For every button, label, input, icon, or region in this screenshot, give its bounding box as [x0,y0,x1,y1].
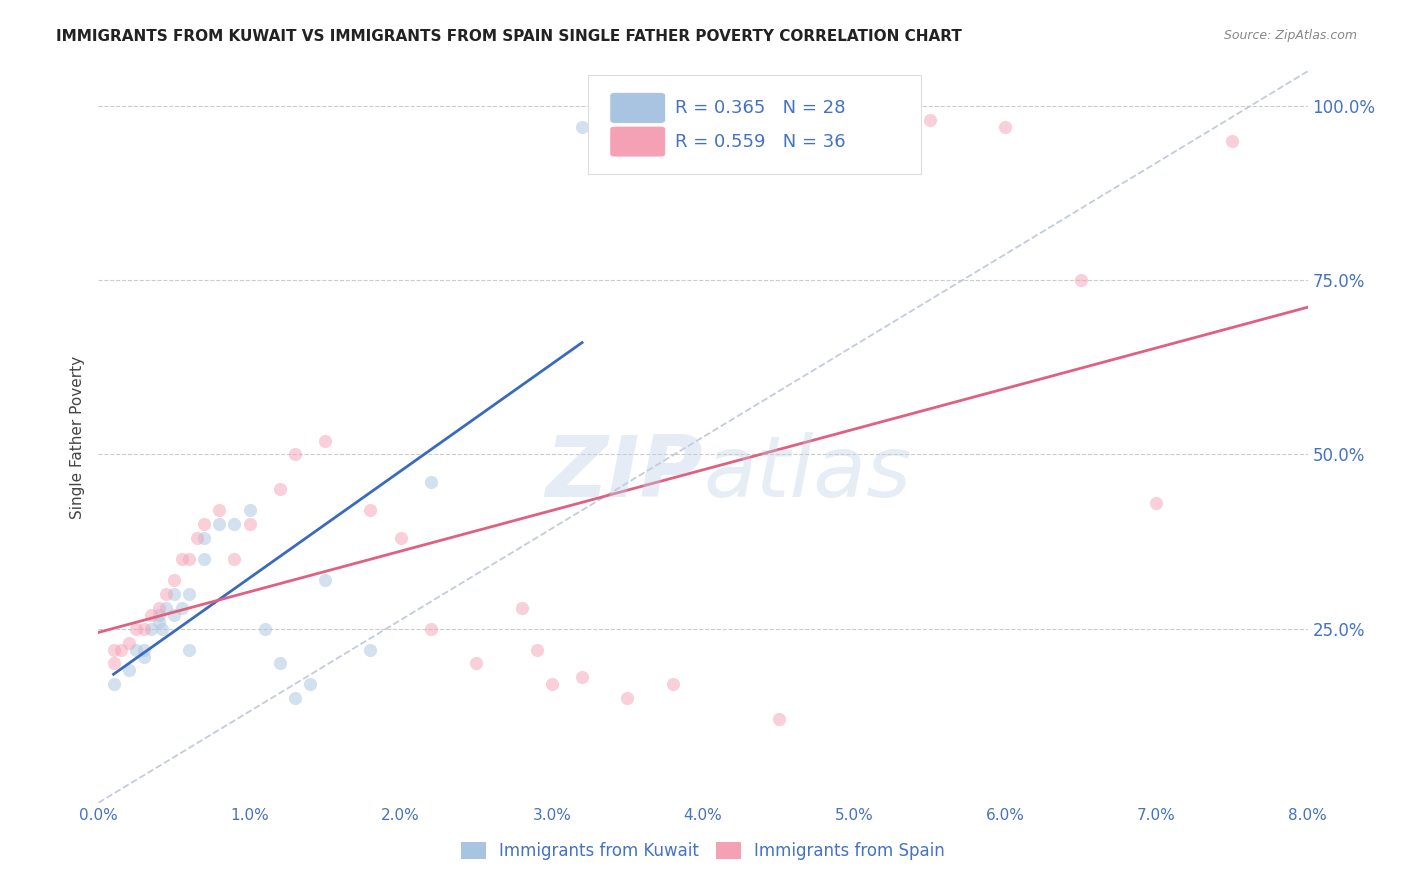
Point [193,517,215,532]
Point [163,607,186,622]
Text: R = 0.559   N = 36: R = 0.559 N = 36 [675,133,846,152]
Point [132,622,155,636]
Point [571,120,593,134]
Text: R = 0.365   N = 28: R = 0.365 N = 28 [675,99,845,117]
Point [148,607,170,622]
FancyBboxPatch shape [610,126,665,157]
Point [132,649,155,664]
Text: ZIP: ZIP [546,432,703,516]
Point [1146,496,1168,510]
Point [179,587,201,601]
Point [148,615,170,629]
Point [994,120,1017,134]
Point [420,475,443,490]
Point [510,600,533,615]
Point [141,622,163,636]
Point [389,531,412,545]
Point [193,552,215,566]
Point [155,600,177,615]
Point [186,531,208,545]
Point [179,642,201,657]
Point [103,677,125,691]
Point [465,657,488,671]
Point [1220,134,1243,148]
Text: Source: ZipAtlas.com: Source: ZipAtlas.com [1223,29,1357,42]
Point [193,531,215,545]
Point [170,552,193,566]
Point [125,622,148,636]
Point [150,622,173,636]
Y-axis label: Single Father Poverty: Single Father Poverty [70,356,86,518]
Point [148,600,170,615]
Text: atlas: atlas [703,432,911,516]
Point [224,552,246,566]
Point [125,642,148,657]
Point [224,517,246,532]
Point [110,642,132,657]
Point [179,552,201,566]
Point [661,677,683,691]
Point [768,712,790,726]
Point [170,600,193,615]
Point [526,642,548,657]
Point [571,670,593,684]
Point [299,677,322,691]
Point [163,573,186,587]
Point [132,642,155,657]
Point [314,434,336,448]
Point [239,517,262,532]
Point [208,503,231,517]
Point [103,657,125,671]
Point [314,573,336,587]
Point [360,503,382,517]
FancyBboxPatch shape [610,93,665,123]
Point [269,657,291,671]
Point [103,642,125,657]
Point [155,587,177,601]
Point [253,622,276,636]
Point [118,664,141,678]
Point [360,642,382,657]
Point [284,691,307,706]
Text: IMMIGRANTS FROM KUWAIT VS IMMIGRANTS FROM SPAIN SINGLE FATHER POVERTY CORRELATIO: IMMIGRANTS FROM KUWAIT VS IMMIGRANTS FRO… [56,29,962,44]
Point [420,622,443,636]
Point [269,483,291,497]
Point [540,677,562,691]
Point [1070,273,1092,287]
Point [163,587,186,601]
Point [141,607,163,622]
Point [118,635,141,649]
Point [616,691,638,706]
FancyBboxPatch shape [588,75,921,174]
Point [208,517,231,532]
Point [918,113,941,128]
Legend: Immigrants from Kuwait, Immigrants from Spain: Immigrants from Kuwait, Immigrants from … [461,842,945,860]
Point [284,448,307,462]
Point [239,503,262,517]
